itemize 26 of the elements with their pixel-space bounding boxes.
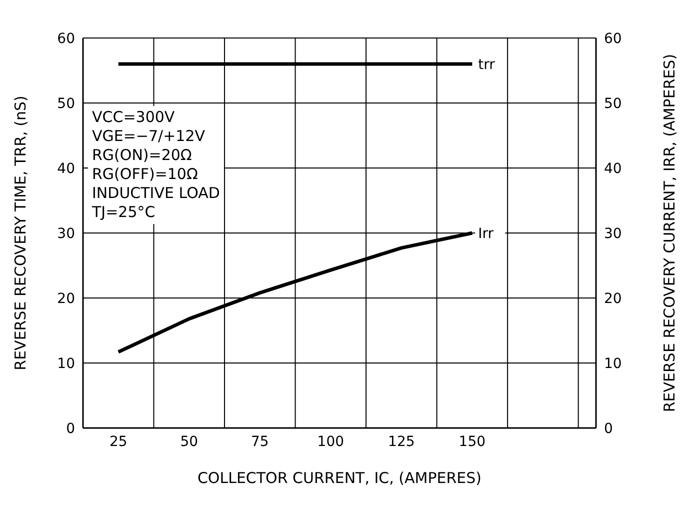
y2-tick-label: 20 bbox=[604, 290, 622, 307]
y-tick-label: 20 bbox=[57, 290, 75, 307]
x-tick-label: 125 bbox=[388, 434, 415, 450]
x-tick-label: 100 bbox=[317, 434, 344, 450]
y2-tick-label: 50 bbox=[604, 96, 622, 112]
y-tick-label: 0 bbox=[66, 420, 75, 437]
series-label: Irr bbox=[478, 226, 494, 242]
series-label: trr bbox=[478, 56, 496, 73]
x-tick-label: 150 bbox=[458, 434, 486, 450]
x-tick-label: 25 bbox=[109, 434, 128, 450]
annotation: VCC=300V VGE=−7/+12V RG(ON)=20Ω RG(OFF)=10Ω INDUCTIVE LOAD TJ=25°C bbox=[88, 106, 224, 224]
y2-tick-label: 10 bbox=[604, 356, 622, 372]
y2-tick-label: 60 bbox=[604, 30, 622, 47]
x-axis-title: COLLECTOR CURRENT, IC, (AMPERES) bbox=[197, 469, 482, 487]
y-tick-label: 50 bbox=[57, 96, 75, 112]
y-tick-label: 10 bbox=[57, 356, 75, 372]
y2-tick-label: 30 bbox=[604, 226, 622, 242]
y2-tick-label: 40 bbox=[604, 160, 622, 177]
y2-tick-label: 0 bbox=[604, 420, 613, 437]
y2-axis-title: REVERSE RECOVERY CURRENT, IRR, (AMPERES) bbox=[660, 54, 678, 412]
x-tick-label: 75 bbox=[250, 434, 269, 450]
x-tick-label: 50 bbox=[180, 434, 198, 450]
y-axis-title: REVERSE RECOVERY TIME, TRR, (nS) bbox=[11, 96, 30, 370]
y-tick-label: 30 bbox=[57, 226, 75, 242]
y-tick-label: 60 bbox=[57, 30, 75, 47]
y-tick-label: 40 bbox=[57, 160, 75, 177]
